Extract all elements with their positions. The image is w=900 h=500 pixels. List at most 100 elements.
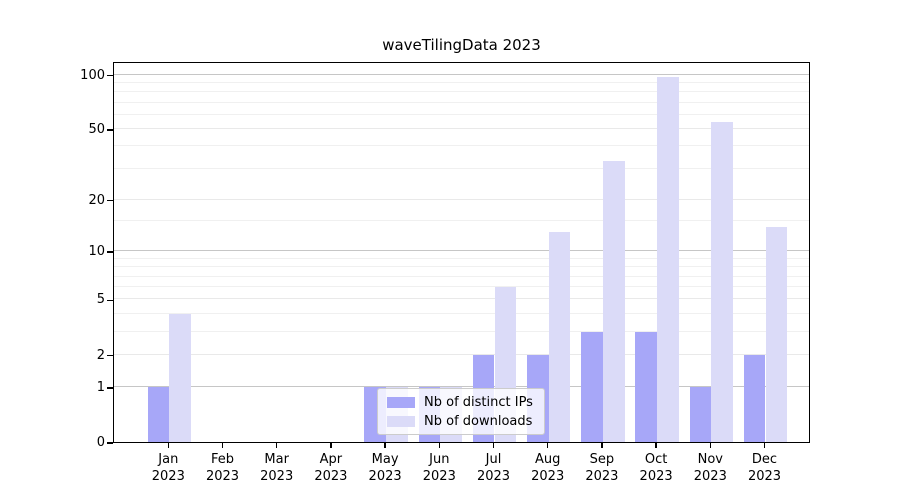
x-tick-mark-2 xyxy=(221,443,224,448)
bar-downloads xyxy=(711,121,733,442)
bar-downloads xyxy=(169,313,191,442)
x-tick-label-line: Oct xyxy=(644,452,668,467)
bar-distinct-ips xyxy=(689,386,712,442)
legend: Nb of distinct IPs Nb of downloads xyxy=(377,388,545,435)
y-tick-mark-50 xyxy=(107,129,113,131)
x-tick-label-line: Apr xyxy=(319,452,343,467)
gridline-20 xyxy=(114,198,809,200)
x-tick-mark-4 xyxy=(330,443,332,448)
gridline-minor-7 xyxy=(114,275,809,277)
x-tick-mark-8 xyxy=(546,443,549,448)
x-tick-label-line: Sep xyxy=(589,452,615,467)
gridline-minor-80 xyxy=(114,91,809,93)
legend-item-downloads: Nb of downloads xyxy=(387,414,535,429)
y-tick-label-0: 0 xyxy=(96,435,105,450)
x-tick-mark-5 xyxy=(384,443,386,448)
gridline-minor-3 xyxy=(114,330,809,332)
x-tick-label-11: Nov 2023 xyxy=(670,451,750,485)
y-tick-label-10: 10 xyxy=(88,244,105,260)
x-tick-label-line: Jun xyxy=(429,452,450,467)
gridline-minor-15 xyxy=(114,220,809,222)
x-tick-label-line: Feb xyxy=(210,452,235,467)
x-tick-label-8: Aug 2023 xyxy=(508,451,588,485)
gridline-minor-9 xyxy=(114,257,809,259)
y-tick-label-100: 100 xyxy=(80,67,105,83)
legend-swatch-downloads xyxy=(387,416,415,427)
legend-swatch-distinct-ips xyxy=(387,397,415,408)
y-tick-label-1: 1 xyxy=(96,379,105,395)
x-tick-label-line: Jul xyxy=(485,452,502,467)
x-tick-mark-1 xyxy=(167,443,170,448)
x-tick-label-5: May 2023 xyxy=(345,451,425,485)
plot-area xyxy=(113,62,810,443)
x-tick-label-line: Nov xyxy=(697,452,723,467)
x-tick-label-line: 2023 xyxy=(693,469,727,484)
y-tick-label-50: 50 xyxy=(88,122,105,138)
x-tick-label-line: 2023 xyxy=(422,469,456,484)
x-tick-mark-11 xyxy=(709,443,712,448)
gridline-minor-40 xyxy=(114,145,809,147)
y-tick-mark-10 xyxy=(107,251,113,253)
x-tick-mark-9 xyxy=(601,443,603,448)
y-tick-mark-100 xyxy=(107,74,113,77)
x-tick-mark-12 xyxy=(763,443,766,448)
bar-distinct-ips xyxy=(635,331,658,442)
x-tick-label-line: 2023 xyxy=(260,469,294,484)
x-tick-label-10: Oct 2023 xyxy=(616,451,696,485)
gridline-minor-8 xyxy=(114,266,809,268)
x-tick-label-line: May xyxy=(371,452,399,467)
chart-title: waveTilingData 2023 xyxy=(382,36,541,54)
bar-downloads xyxy=(548,231,571,442)
x-tick-label-line: 2023 xyxy=(151,469,185,484)
gridline-100 xyxy=(114,73,809,75)
gridline-2 xyxy=(114,353,809,355)
x-tick-label-line: 2023 xyxy=(639,469,673,484)
x-tick-label-line: Mar xyxy=(264,452,289,467)
legend-label-distinct-ips: Nb of distinct IPs xyxy=(424,395,533,410)
x-tick-mark-10 xyxy=(655,443,657,448)
x-tick-label-line: 2023 xyxy=(747,469,782,484)
gridline-minor-60 xyxy=(114,113,809,115)
gridline-minor-90 xyxy=(114,82,809,84)
bar-downloads xyxy=(602,161,625,442)
x-tick-label-line: 2023 xyxy=(368,469,402,484)
gridline-10 xyxy=(114,250,809,252)
x-tick-mark-7 xyxy=(492,443,495,448)
x-tick-label-7: Jul 2023 xyxy=(454,451,534,485)
bar-distinct-ips xyxy=(743,354,766,442)
bar-downloads xyxy=(657,77,679,442)
x-tick-label-1: Jan 2023 xyxy=(128,451,208,485)
x-tick-mark-6 xyxy=(438,443,441,448)
x-tick-label-2: Feb 2023 xyxy=(183,451,263,485)
y-tick-label-2: 2 xyxy=(96,347,105,363)
x-tick-label-6: Jun 2023 xyxy=(399,451,479,485)
bar-distinct-ips xyxy=(581,331,603,442)
x-tick-label-line: Aug xyxy=(534,452,561,467)
y-tick-label-5: 5 xyxy=(96,292,105,308)
x-tick-label-line: Jan xyxy=(158,452,179,467)
gridline-minor-30 xyxy=(114,167,809,169)
bar-distinct-ips xyxy=(147,386,170,442)
x-tick-label-line: 2023 xyxy=(205,469,240,484)
x-tick-label-line: 2023 xyxy=(476,469,511,484)
gridline-minor-70 xyxy=(114,101,809,103)
legend-item-distinct-ips: Nb of distinct IPs xyxy=(387,395,535,410)
y-tick-mark-0 xyxy=(107,442,113,444)
x-tick-label-line: 2023 xyxy=(531,469,565,484)
x-tick-label-line: 2023 xyxy=(585,469,619,484)
y-tick-mark-5 xyxy=(107,299,113,302)
gridline-minor-4 xyxy=(114,312,809,314)
x-tick-mark-3 xyxy=(275,443,278,448)
gridline-minor-6 xyxy=(114,286,809,288)
y-tick-label-20: 20 xyxy=(88,192,105,208)
y-tick-mark-1 xyxy=(107,387,113,389)
gridline-5 xyxy=(114,298,809,300)
y-tick-mark-20 xyxy=(107,199,113,202)
x-tick-label-line: Dec xyxy=(751,452,778,467)
x-tick-label-12: Dec 2023 xyxy=(725,451,805,485)
x-tick-label-line: 2023 xyxy=(314,469,348,484)
y-tick-mark-2 xyxy=(107,354,113,357)
x-tick-label-3: Mar 2023 xyxy=(237,451,317,485)
gridline-1 xyxy=(114,385,809,387)
